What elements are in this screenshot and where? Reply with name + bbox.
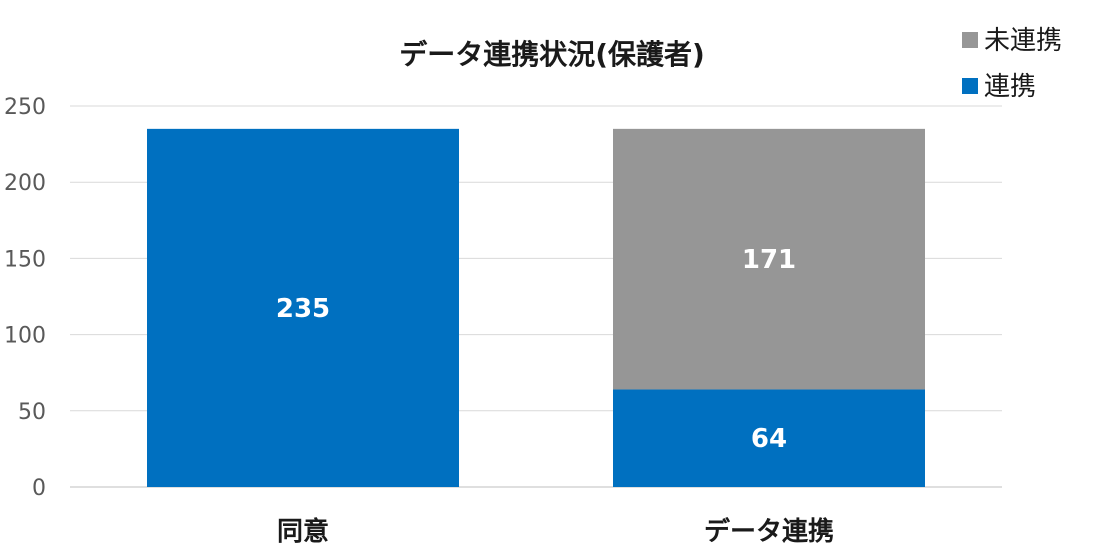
legend-label: 未連携	[984, 26, 1062, 56]
chart-title: データ連携状況(保護者)	[399, 38, 705, 71]
x-category-label: データ連携	[704, 516, 834, 547]
legend-swatch	[962, 32, 978, 48]
legend-swatch	[962, 78, 978, 94]
legend-label: 連携	[984, 72, 1036, 102]
data-label: 64	[751, 424, 787, 454]
x-category-label: 同意	[277, 516, 329, 547]
y-tick-label: 50	[18, 400, 46, 425]
bar-segment	[613, 128, 925, 390]
y-tick-label: 200	[4, 171, 46, 196]
data-label: 235	[276, 294, 330, 324]
data-labels: 235 64 171	[276, 245, 796, 454]
y-tick-label: 250	[4, 95, 46, 120]
bar-segment	[613, 389, 925, 487]
data-label: 171	[742, 245, 796, 275]
y-axis-ticks: 0 50 100 150 200 250	[4, 95, 46, 501]
y-tick-label: 0	[32, 476, 46, 501]
y-tick-label: 150	[4, 247, 46, 272]
bars	[147, 128, 925, 488]
y-tick-label: 100	[4, 324, 46, 349]
x-axis-categories: 同意 データ連携	[277, 516, 834, 547]
bar-segment	[147, 128, 459, 488]
